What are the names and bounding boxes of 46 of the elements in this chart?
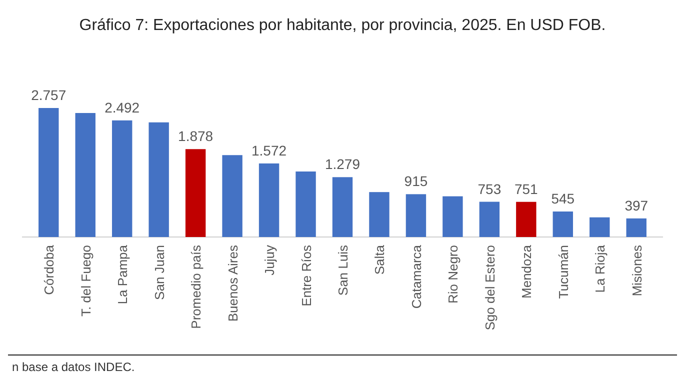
bar — [222, 155, 242, 237]
x-tick-label: Córdoba — [42, 244, 57, 295]
x-tick-label: T. del Fuego — [78, 245, 94, 317]
x-tick-label: Sgo del Estero — [482, 245, 498, 330]
x-tick-label: Entre Ríos — [298, 244, 314, 306]
data-label: 397 — [624, 197, 648, 214]
data-label: 545 — [551, 190, 575, 206]
x-tick-label: La Pampa — [115, 244, 130, 304]
data-label: 2.492 — [104, 99, 140, 116]
bar — [552, 212, 573, 237]
bar — [406, 194, 426, 237]
x-tick-label: San Luis — [336, 244, 350, 296]
data-label: 2.757 — [31, 87, 66, 103]
x-tick-label: Promedio país — [188, 244, 204, 329]
bar — [479, 202, 500, 237]
x-tick-label: Misiones — [629, 244, 644, 296]
bar — [516, 202, 536, 237]
x-tick-label: Catamarca — [408, 244, 424, 309]
x-tick-label: Rio Negro — [446, 245, 461, 304]
chart-title: Gráfico 7: Exportaciones por habitante, por provincia, 2025. En USD FOB. — [79, 17, 606, 34]
x-tick-label: Mendoza — [519, 244, 534, 298]
bar — [296, 171, 316, 237]
bar — [112, 120, 132, 237]
x-tick-label: La Rioja — [592, 244, 608, 293]
bar — [626, 218, 646, 237]
x-tick-label: San Juan — [152, 245, 167, 300]
text: n base a datos INDEC. — [12, 360, 135, 374]
data-label: 915 — [404, 173, 428, 190]
bar — [332, 177, 353, 237]
bar — [590, 217, 610, 237]
bar — [185, 149, 206, 237]
data-label: 1.572 — [252, 142, 287, 158]
bar — [258, 163, 280, 237]
data-label: 1.279 — [324, 156, 360, 172]
x-tick-label: Buenos Aires — [225, 244, 240, 322]
bar — [369, 192, 390, 237]
x-tick-label: Salta — [372, 244, 388, 275]
bar — [442, 196, 463, 237]
data-label: 1.878 — [178, 128, 214, 144]
data-label: 753 — [478, 180, 502, 197]
bar — [148, 122, 169, 237]
x-tick-label: Tucumán — [556, 245, 571, 299]
data-label: 751 — [514, 180, 538, 197]
bar — [75, 113, 96, 237]
bar — [38, 108, 59, 237]
x-tick-label: Jujuy — [262, 244, 278, 276]
